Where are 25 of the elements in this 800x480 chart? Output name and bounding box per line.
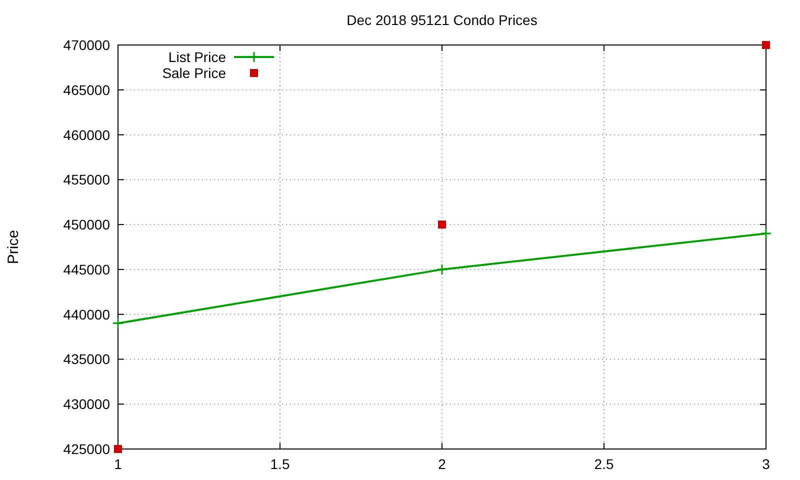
y-tick-label: 450000 [63, 216, 110, 233]
x-tick-label: 3 [762, 456, 770, 472]
x-tick-label: 1.5 [270, 456, 290, 472]
legend-label: List Price [168, 49, 226, 65]
y-tick-label: 430000 [63, 396, 110, 412]
y-tick-label: 470000 [63, 37, 110, 53]
y-axis-title: Price [5, 230, 22, 264]
point [114, 445, 122, 453]
y-tick-label: 440000 [63, 306, 110, 322]
y-tick-label: 445000 [63, 261, 110, 278]
legend-label: Sale Price [162, 65, 226, 81]
y-tick-label: 455000 [63, 172, 110, 188]
chart-title: Dec 2018 95121 Condo Prices [346, 12, 538, 28]
x-tick-label: 2.5 [594, 456, 614, 472]
point [438, 220, 446, 229]
y-tick-label: 425000 [63, 441, 110, 457]
x-tick-label: 2 [438, 456, 446, 472]
y-tick-label: 460000 [63, 126, 110, 143]
point [112, 318, 124, 330]
point [436, 264, 448, 276]
point [760, 228, 772, 240]
y-tick-label: 435000 [63, 351, 110, 368]
point [762, 41, 770, 49]
x-tick-label: 1 [114, 456, 122, 472]
y-tick-label: 465000 [63, 82, 110, 98]
